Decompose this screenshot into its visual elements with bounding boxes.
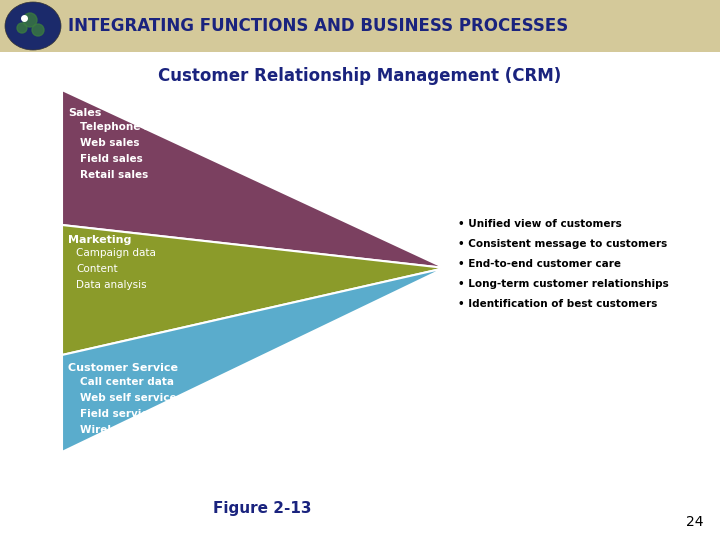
Text: Field service data: Field service data xyxy=(80,409,185,419)
Text: Wireless data: Wireless data xyxy=(80,425,161,435)
Ellipse shape xyxy=(5,2,61,50)
Circle shape xyxy=(23,13,37,27)
Text: Content: Content xyxy=(76,264,117,274)
Text: INTEGRATING FUNCTIONS AND BUSINESS PROCESSES: INTEGRATING FUNCTIONS AND BUSINESS PROCE… xyxy=(68,17,568,35)
Text: • Identification of best customers: • Identification of best customers xyxy=(458,299,657,309)
Text: • Unified view of customers: • Unified view of customers xyxy=(458,219,622,229)
Text: Marketing: Marketing xyxy=(68,235,131,245)
Text: Figure 2-13: Figure 2-13 xyxy=(212,501,311,516)
FancyBboxPatch shape xyxy=(0,0,720,52)
Text: Call center data: Call center data xyxy=(80,377,174,387)
Text: Sales: Sales xyxy=(68,108,102,118)
Text: Field sales: Field sales xyxy=(80,154,143,164)
Text: 24: 24 xyxy=(686,515,703,529)
Text: Telephone sales: Telephone sales xyxy=(80,122,174,132)
Text: • Long-term customer relationships: • Long-term customer relationships xyxy=(458,279,669,289)
Text: Web self service data: Web self service data xyxy=(80,393,207,403)
Text: • End-to-end customer care: • End-to-end customer care xyxy=(458,259,621,269)
Circle shape xyxy=(17,23,27,33)
Polygon shape xyxy=(62,225,445,355)
Text: • Consistent message to customers: • Consistent message to customers xyxy=(458,239,667,249)
Text: Data analysis: Data analysis xyxy=(76,280,147,290)
Circle shape xyxy=(32,24,44,36)
Polygon shape xyxy=(62,90,445,268)
Text: Customer Service: Customer Service xyxy=(68,363,178,373)
Text: Web sales: Web sales xyxy=(80,138,140,148)
Text: Retail sales: Retail sales xyxy=(80,170,148,180)
Polygon shape xyxy=(62,268,445,452)
Text: Campaign data: Campaign data xyxy=(76,248,156,258)
Text: Customer Relationship Management (CRM): Customer Relationship Management (CRM) xyxy=(158,67,562,85)
